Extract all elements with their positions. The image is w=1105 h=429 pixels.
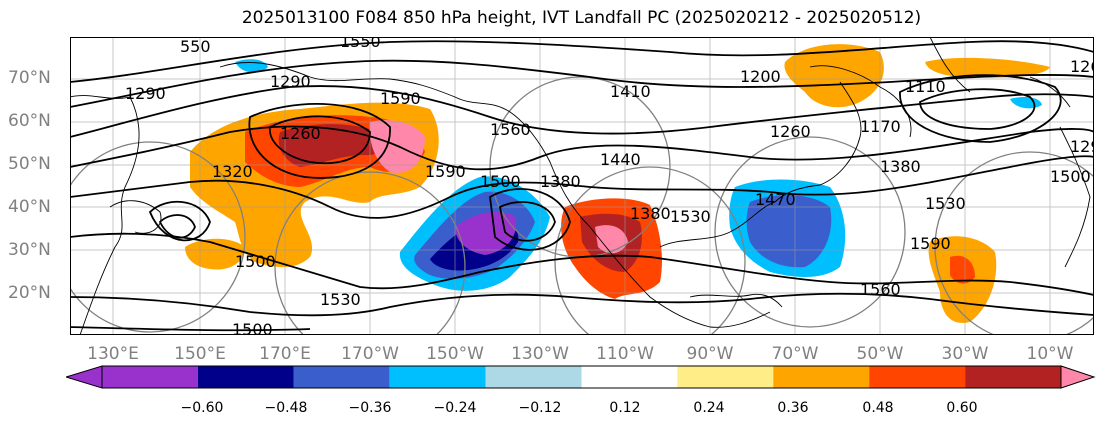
contour-label: 1320 [212,162,253,181]
lon-label: 90°W [686,344,734,364]
contour-label: 1410 [610,82,651,101]
contour-label: 1200 [740,67,781,86]
colorbar-tick-label: 0.36 [777,400,809,416]
map-canvas: 550 1550 1290 1290 1260 1320 1590 1590 1… [70,37,1094,335]
contour-label: 1530 [925,194,966,213]
map-panel: 550 1550 1290 1290 1260 1320 1590 1590 1… [70,37,1094,335]
colorbar-block [102,366,198,388]
lon-label: 10°W [1026,344,1074,364]
colorbar-block [389,366,486,388]
positive-anomaly-gulf-of-alaska-core [278,124,383,167]
lat-label: 50°N [8,154,51,174]
contour-label: 1590 [425,162,466,181]
lat-label: 30°N [8,240,51,260]
lon-label: 170°W [341,344,399,364]
contour-label: 1290 [1070,137,1094,156]
colorbar-tick-label: −0.48 [264,400,308,416]
lon-label: 50°W [856,344,904,364]
contour-label: 1260 [280,124,321,143]
lat-label: 40°N [8,197,51,217]
coastlines [70,37,1091,335]
lon-label: 110°W [596,344,654,364]
lon-label: 150°W [426,344,484,364]
colorbar-block [581,366,678,388]
lon-label: 130°W [511,344,569,364]
colorbar-block [965,366,1061,388]
colorbar-extend-low [66,365,103,389]
colorbar [66,365,1096,389]
contour-label: 1470 [755,190,796,209]
colorbar-extend-high [1060,365,1096,389]
range-rings [70,76,1094,335]
contour-label: 1380 [630,204,671,223]
positive-anomaly-atlantic-core [950,255,975,284]
colorbar-tick-label: −0.60 [180,400,224,416]
contour-label: 1590 [380,89,421,108]
contour-label: 1550 [340,37,381,51]
colorbar-tick-label: 0.24 [693,400,725,416]
colorbar-block [485,366,582,388]
colorbar-tick-label: 0.48 [862,400,894,416]
colorbar-tick-label: 0.12 [609,400,641,416]
contour-label: 1500 [235,252,276,271]
contour-label: 1440 [600,150,641,169]
contour-labels: 550 1550 1290 1290 1260 1320 1590 1590 1… [125,37,1094,335]
negative-anomaly-north-pacific-core [455,211,516,255]
contour-label: 1380 [880,157,921,176]
contour-label: 1500 [1050,167,1091,186]
positive-anomaly-greenland [925,57,1050,78]
lat-label: 60°N [8,111,51,131]
contour-label: 1290 [125,84,166,103]
positive-anomaly-west-coast-peak [595,225,628,254]
contour-label: 1290 [270,72,311,91]
colorbar-block [197,366,294,388]
lon-label: 170°E [259,344,311,364]
contour-label: 1380 [540,172,581,191]
colorbar-tick-label: −0.36 [348,400,392,416]
contour-label: 1530 [670,207,711,226]
colorbar-block [293,366,390,388]
lon-label: 150°E [174,344,226,364]
contour-label: 1530 [320,290,361,309]
lat-label: 70°N [8,68,51,88]
contour-label: 550 [180,37,211,56]
contour-label: 1560 [860,280,901,299]
contour-label: 1500 [232,320,273,335]
colorbar-block [677,366,774,388]
colorbar-tick-label: 0.60 [946,400,978,416]
map-frame [70,37,1094,335]
chart-title: 2025013100 F084 850 hPa height, IVT Land… [241,8,922,28]
colorbar-block [869,366,966,388]
contour-label: 1260 [1070,57,1094,76]
colorbar-tick-label: −0.24 [433,400,477,416]
colorbar-frame [101,365,1062,389]
colorbar-blocks [66,365,1096,389]
lon-label: 70°W [771,344,819,364]
contour-label: 1110 [905,77,946,96]
negative-anomaly-east-coast-core [746,195,832,268]
lon-label: 30°W [941,344,989,364]
contour-label: 1260 [770,122,811,141]
contour-label: 1170 [860,117,901,136]
lon-label: 130°E [87,344,139,364]
lat-label: 20°N [8,283,51,303]
height-contours [70,40,1094,332]
contour-label: 1500 [480,172,521,191]
colorbar-block [773,366,870,388]
colorbar-tick-label: −0.12 [518,400,562,416]
contour-label: 1560 [490,120,531,139]
positive-anomaly-canada-north [784,44,884,108]
contour-label: 1590 [910,234,951,253]
